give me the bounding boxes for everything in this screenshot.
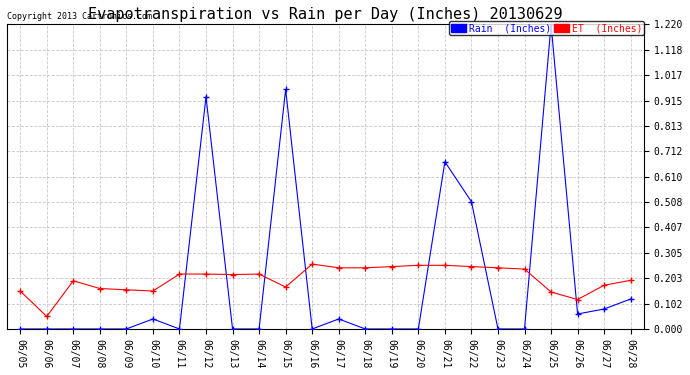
Legend: Rain  (Inches), ET  (Inches): Rain (Inches), ET (Inches) [449,21,644,35]
Text: Copyright 2013 Cartronics.com: Copyright 2013 Cartronics.com [7,12,152,21]
Title: Evapotranspiration vs Rain per Day (Inches) 20130629: Evapotranspiration vs Rain per Day (Inch… [88,7,563,22]
